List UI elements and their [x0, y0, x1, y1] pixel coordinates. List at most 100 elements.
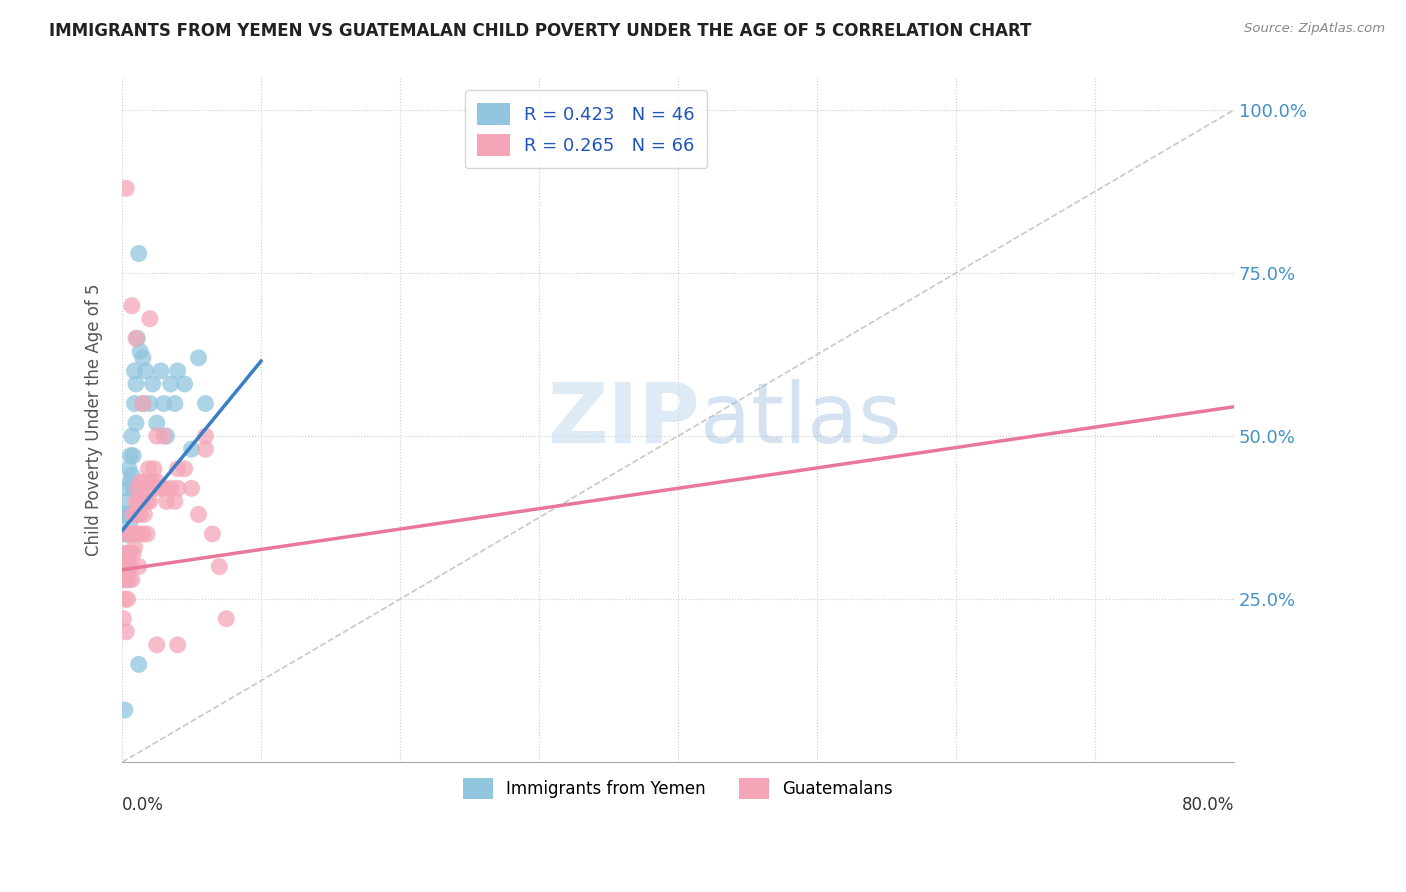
Point — [127, 508, 149, 522]
Point — [125, 494, 148, 508]
Point — [118, 461, 141, 475]
Point — [132, 351, 155, 365]
Point — [121, 468, 143, 483]
Legend: Immigrants from Yemen, Guatemalans: Immigrants from Yemen, Guatemalans — [456, 772, 900, 805]
Point — [114, 547, 136, 561]
Point — [166, 461, 188, 475]
Point — [114, 573, 136, 587]
Point — [139, 396, 162, 410]
Point — [125, 331, 148, 345]
Point — [148, 481, 170, 495]
Text: Source: ZipAtlas.com: Source: ZipAtlas.com — [1244, 22, 1385, 36]
Point — [117, 481, 139, 495]
Point — [124, 396, 146, 410]
Point — [128, 559, 150, 574]
Text: atlas: atlas — [700, 379, 901, 460]
Point — [117, 527, 139, 541]
Point — [215, 612, 238, 626]
Point — [131, 494, 153, 508]
Point — [152, 429, 174, 443]
Point — [152, 396, 174, 410]
Point — [187, 351, 209, 365]
Point — [173, 461, 195, 475]
Point — [135, 364, 157, 378]
Point — [125, 527, 148, 541]
Point — [135, 475, 157, 489]
Point — [115, 527, 138, 541]
Point — [128, 657, 150, 672]
Point — [118, 547, 141, 561]
Point — [115, 547, 138, 561]
Point — [125, 416, 148, 430]
Point — [128, 494, 150, 508]
Point — [118, 559, 141, 574]
Point — [115, 573, 138, 587]
Point — [132, 481, 155, 495]
Point — [115, 559, 138, 574]
Point — [117, 508, 139, 522]
Point — [127, 481, 149, 495]
Point — [120, 449, 142, 463]
Point — [208, 559, 231, 574]
Point — [121, 429, 143, 443]
Point — [159, 376, 181, 391]
Text: ZIP: ZIP — [548, 379, 700, 460]
Point — [122, 508, 145, 522]
Point — [122, 547, 145, 561]
Point — [163, 494, 186, 508]
Point — [141, 475, 163, 489]
Point — [117, 527, 139, 541]
Point — [115, 181, 138, 195]
Point — [163, 396, 186, 410]
Point — [152, 481, 174, 495]
Point — [143, 461, 166, 475]
Point — [112, 612, 135, 626]
Point — [187, 508, 209, 522]
Text: 0.0%: 0.0% — [122, 797, 165, 814]
Point — [120, 527, 142, 541]
Point — [155, 494, 177, 508]
Point — [201, 527, 224, 541]
Point — [128, 527, 150, 541]
Point — [114, 703, 136, 717]
Point — [118, 508, 141, 522]
Point — [122, 481, 145, 495]
Point — [194, 442, 217, 457]
Point — [139, 494, 162, 508]
Point — [121, 527, 143, 541]
Point — [118, 547, 141, 561]
Point — [166, 364, 188, 378]
Point — [149, 364, 172, 378]
Point — [194, 396, 217, 410]
Point — [114, 592, 136, 607]
Point — [129, 475, 152, 489]
Point — [132, 396, 155, 410]
Point — [142, 376, 165, 391]
Point — [115, 624, 138, 639]
Point — [132, 396, 155, 410]
Point — [129, 344, 152, 359]
Point — [159, 481, 181, 495]
Point — [134, 508, 156, 522]
Point — [128, 246, 150, 260]
Point — [121, 299, 143, 313]
Y-axis label: Child Poverty Under the Age of 5: Child Poverty Under the Age of 5 — [86, 284, 103, 556]
Point — [114, 508, 136, 522]
Point — [127, 331, 149, 345]
Point — [124, 364, 146, 378]
Point — [124, 508, 146, 522]
Point — [166, 638, 188, 652]
Point — [180, 442, 202, 457]
Point — [124, 540, 146, 554]
Point — [136, 527, 159, 541]
Point — [112, 527, 135, 541]
Point — [112, 559, 135, 574]
Point — [118, 573, 141, 587]
Point — [180, 481, 202, 495]
Point — [132, 527, 155, 541]
Point — [120, 514, 142, 528]
Point — [122, 449, 145, 463]
Point — [138, 461, 160, 475]
Point — [114, 559, 136, 574]
Point — [146, 475, 169, 489]
